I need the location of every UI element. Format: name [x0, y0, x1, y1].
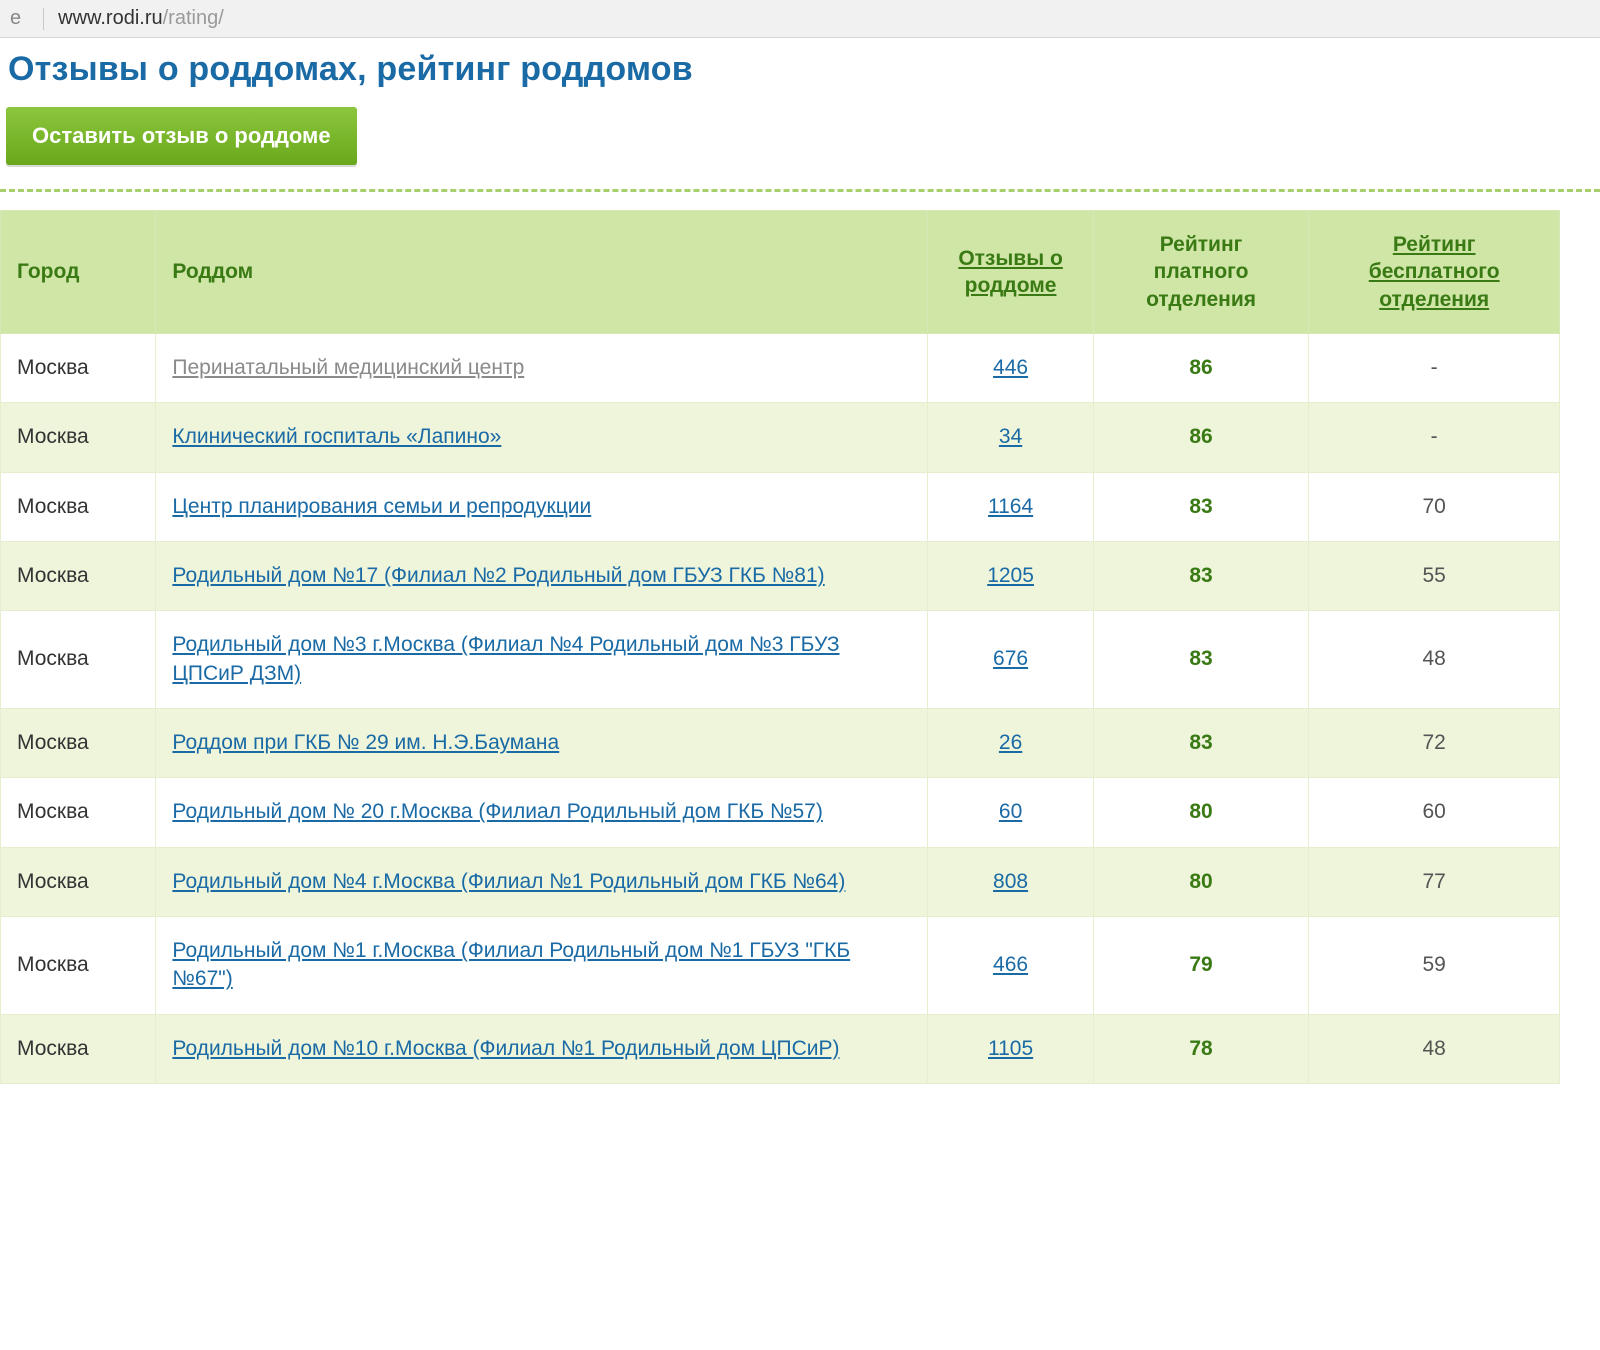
cell-city: Москва	[1, 403, 156, 472]
table-row: Москва Перинатальный медицинский центр 446…	[1, 333, 1560, 402]
cell-free-rating: 77	[1309, 847, 1560, 916]
cell-free-rating: 72	[1309, 708, 1560, 777]
cell-city: Москва	[1, 1014, 156, 1083]
url-host: www.rodi.ru	[58, 7, 162, 29]
cell-name: Родильный дом №4 г.Москва (Филиал №1 Род…	[156, 847, 928, 916]
table-row: Москва Родильный дом №17 (Филиал №2 Родил…	[1, 541, 1560, 610]
table-row: Москва Родильный дом №3 г.Москва (Филиал …	[1, 611, 1560, 709]
cell-city: Москва	[1, 916, 156, 1014]
cell-reviews: 34	[928, 403, 1093, 472]
cell-paid-rating: 83	[1093, 541, 1309, 610]
cell-paid-rating: 78	[1093, 1014, 1309, 1083]
reviews-link[interactable]: 466	[993, 953, 1028, 976]
reviews-link[interactable]: 26	[999, 731, 1022, 754]
reviews-link[interactable]: 1105	[988, 1037, 1033, 1060]
col-header-paid: Рейтинг платного отделения	[1093, 211, 1309, 334]
cell-name: Центр планирования семьи и репродукции	[156, 472, 928, 541]
col-header-name: Роддом	[156, 211, 928, 334]
page-title: Отзывы о роддомах, рейтинг роддомов	[0, 38, 1600, 89]
cell-reviews: 466	[928, 916, 1093, 1014]
cell-reviews: 1164	[928, 472, 1093, 541]
addr-separator	[43, 8, 44, 30]
cell-reviews: 1205	[928, 541, 1093, 610]
cell-city: Москва	[1, 778, 156, 847]
col-header-reviews-link[interactable]: Отзывы о роддоме	[958, 247, 1063, 297]
cell-city: Москва	[1, 541, 156, 610]
cell-free-rating: 59	[1309, 916, 1560, 1014]
cell-reviews: 808	[928, 847, 1093, 916]
hospital-link[interactable]: Клинический госпиталь «Лапино»	[172, 425, 501, 448]
col-header-free[interactable]: Рейтинг бесплатного отделения	[1309, 211, 1560, 334]
hospital-link[interactable]: Родильный дом №4 г.Москва (Филиал №1 Род…	[172, 870, 845, 893]
table-row: Москва Центр планирования семьи и репроду…	[1, 472, 1560, 541]
col-header-city: Город	[1, 211, 156, 334]
cell-free-rating: 70	[1309, 472, 1560, 541]
cell-paid-rating: 83	[1093, 708, 1309, 777]
cell-city: Москва	[1, 611, 156, 709]
cell-free-rating: -	[1309, 403, 1560, 472]
hospital-link[interactable]: Родильный дом №10 г.Москва (Филиал №1 Ро…	[172, 1037, 839, 1060]
reviews-link[interactable]: 60	[999, 800, 1022, 823]
cell-paid-rating: 86	[1093, 333, 1309, 402]
table-row: Москва Клинический госпиталь «Лапино» 34 86…	[1, 403, 1560, 472]
reviews-link[interactable]: 1164	[988, 495, 1033, 518]
cell-city: Москва	[1, 333, 156, 402]
reviews-link[interactable]: 446	[993, 356, 1028, 379]
hospital-link[interactable]: Роддом при ГКБ № 29 им. Н.Э.Баумана	[172, 731, 559, 754]
address-bar[interactable]: e www.rodi.ru/rating/	[0, 0, 1600, 38]
cell-reviews: 1105	[928, 1014, 1093, 1083]
tab-edge-letter: e	[10, 7, 21, 30]
cell-paid-rating: 83	[1093, 472, 1309, 541]
cell-paid-rating: 86	[1093, 403, 1309, 472]
divider-dashed	[0, 189, 1600, 192]
cell-free-rating: 55	[1309, 541, 1560, 610]
cell-reviews: 26	[928, 708, 1093, 777]
col-header-reviews[interactable]: Отзывы о роддоме	[928, 211, 1093, 334]
hospital-link[interactable]: Перинатальный медицинский центр	[172, 356, 524, 379]
reviews-link[interactable]: 808	[993, 870, 1028, 893]
hospital-link[interactable]: Родильный дом №3 г.Москва (Филиал №4 Род…	[172, 633, 839, 684]
cell-reviews: 676	[928, 611, 1093, 709]
reviews-link[interactable]: 1205	[987, 564, 1034, 587]
rating-table: Город Роддом Отзывы о роддоме Рейтинг пл…	[0, 210, 1560, 1084]
cell-city: Москва	[1, 472, 156, 541]
hospital-link[interactable]: Родильный дом №17 (Филиал №2 Родильный д…	[172, 564, 824, 587]
cell-name: Родильный дом № 20 г.Москва (Филиал Роди…	[156, 778, 928, 847]
cell-paid-rating: 79	[1093, 916, 1309, 1014]
table-row: Москва Родильный дом №4 г.Москва (Филиал …	[1, 847, 1560, 916]
cell-free-rating: -	[1309, 333, 1560, 402]
col-header-free-link[interactable]: Рейтинг бесплатного отделения	[1369, 233, 1500, 311]
cell-name: Родильный дом №1 г.Москва (Филиал Родиль…	[156, 916, 928, 1014]
cell-paid-rating: 80	[1093, 847, 1309, 916]
cell-reviews: 60	[928, 778, 1093, 847]
reviews-link[interactable]: 34	[999, 425, 1022, 448]
cell-name: Родильный дом №17 (Филиал №2 Родильный д…	[156, 541, 928, 610]
cell-name: Клинический госпиталь «Лапино»	[156, 403, 928, 472]
cell-name: Родильный дом №3 г.Москва (Филиал №4 Род…	[156, 611, 928, 709]
url-path: /rating/	[163, 7, 224, 29]
hospital-link[interactable]: Родильный дом №1 г.Москва (Филиал Родиль…	[172, 939, 850, 990]
cell-city: Москва	[1, 708, 156, 777]
reviews-link[interactable]: 676	[993, 647, 1028, 670]
table-header-row: Город Роддом Отзывы о роддоме Рейтинг пл…	[1, 211, 1560, 334]
table-row: Москва Родильный дом №10 г.Москва (Филиал…	[1, 1014, 1560, 1083]
cell-name: Перинатальный медицинский центр	[156, 333, 928, 402]
table-row: Москва Родильный дом № 20 г.Москва (Филиа…	[1, 778, 1560, 847]
cell-city: Москва	[1, 847, 156, 916]
cell-name: Роддом при ГКБ № 29 им. Н.Э.Баумана	[156, 708, 928, 777]
cell-paid-rating: 80	[1093, 778, 1309, 847]
cell-name: Родильный дом №10 г.Москва (Филиал №1 Ро…	[156, 1014, 928, 1083]
leave-review-button[interactable]: Оставить отзыв о роддоме	[6, 107, 357, 165]
cell-reviews: 446	[928, 333, 1093, 402]
hospital-link[interactable]: Центр планирования семьи и репродукции	[172, 495, 591, 518]
cell-free-rating: 48	[1309, 1014, 1560, 1083]
url-text: www.rodi.ru/rating/	[58, 7, 224, 30]
cell-free-rating: 60	[1309, 778, 1560, 847]
hospital-link[interactable]: Родильный дом № 20 г.Москва (Филиал Роди…	[172, 800, 822, 823]
table-row: Москва Родильный дом №1 г.Москва (Филиал …	[1, 916, 1560, 1014]
cell-paid-rating: 83	[1093, 611, 1309, 709]
table-row: Москва Роддом при ГКБ № 29 им. Н.Э.Бауман…	[1, 708, 1560, 777]
cell-free-rating: 48	[1309, 611, 1560, 709]
